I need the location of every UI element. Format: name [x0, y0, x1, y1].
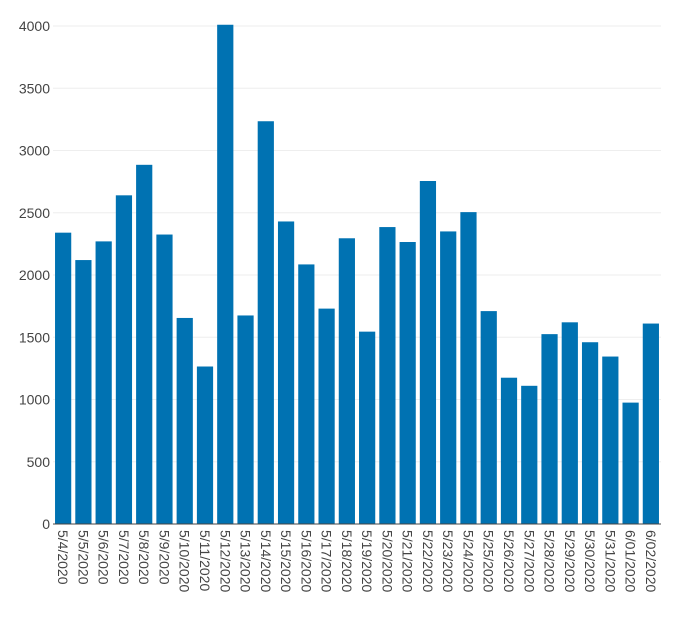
- x-tick-label: 5/17/2020: [319, 530, 335, 592]
- bar-5/10/2020[interactable]: [176, 317, 193, 524]
- bar-5/18/2020[interactable]: [338, 238, 355, 524]
- bar-5/27/2020[interactable]: [521, 385, 538, 524]
- bar-5/25/2020[interactable]: [480, 311, 497, 524]
- x-tick-label: 5/29/2020: [562, 530, 578, 592]
- bar-5/24/2020[interactable]: [460, 212, 477, 524]
- x-tick-label: 6/02/2020: [643, 530, 659, 592]
- x-tick-label: 5/8/2020: [136, 530, 152, 585]
- y-tick-label: 0: [42, 516, 50, 532]
- x-tick-label: 6/01/2020: [623, 530, 639, 592]
- x-tick-label: 5/19/2020: [359, 530, 375, 592]
- bar-5/5/2020[interactable]: [75, 260, 92, 524]
- x-tick-label: 5/12/2020: [217, 530, 233, 592]
- x-tick-label: 5/27/2020: [521, 530, 537, 592]
- x-tick-label: 5/5/2020: [75, 530, 91, 585]
- x-tick-label: 5/7/2020: [116, 530, 132, 585]
- x-tick-label: 5/22/2020: [420, 530, 436, 592]
- bar-6/02/2020[interactable]: [642, 323, 659, 524]
- bar-5/19/2020[interactable]: [359, 331, 376, 524]
- bar-5/30/2020[interactable]: [581, 342, 599, 524]
- bars: [55, 24, 659, 525]
- x-tick-label: 5/14/2020: [258, 530, 274, 592]
- x-tick-label: 5/24/2020: [460, 530, 476, 592]
- x-tick-label: 5/23/2020: [440, 530, 456, 592]
- y-tick-label: 4000: [19, 18, 50, 34]
- y-tick-label: 2000: [19, 267, 50, 283]
- bar-5/31/2020[interactable]: [602, 356, 619, 524]
- x-tick-label: 5/16/2020: [298, 530, 314, 592]
- x-tick-label: 5/13/2020: [238, 530, 254, 592]
- y-tick-label: 500: [27, 454, 51, 470]
- bar-5/11/2020[interactable]: [196, 366, 214, 524]
- y-tick-label: 3000: [19, 143, 50, 159]
- bar-5/23/2020[interactable]: [440, 231, 457, 525]
- bar-5/16/2020[interactable]: [298, 264, 315, 524]
- x-tick-label: 5/11/2020: [197, 530, 213, 591]
- bar-5/22/2020[interactable]: [419, 181, 437, 524]
- bar-5/20/2020[interactable]: [379, 227, 396, 524]
- x-tick-label: 5/25/2020: [481, 530, 497, 592]
- x-tick-label: 5/20/2020: [379, 530, 395, 592]
- bar-5/28/2020[interactable]: [541, 334, 558, 524]
- x-tick-label: 5/31/2020: [602, 530, 618, 592]
- bar-5/15/2020[interactable]: [277, 221, 295, 524]
- x-tick-label: 5/6/2020: [96, 530, 112, 585]
- x-tick-label: 5/4/2020: [55, 530, 71, 585]
- bar-5/6/2020[interactable]: [95, 241, 112, 524]
- x-tick-label: 5/28/2020: [542, 530, 558, 592]
- bar-5/9/2020[interactable]: [156, 234, 173, 524]
- bar-5/13/2020[interactable]: [237, 315, 254, 524]
- bar-5/8/2020[interactable]: [136, 164, 153, 524]
- bar-5/14/2020[interactable]: [257, 121, 274, 525]
- y-tick-label: 2500: [19, 205, 50, 221]
- x-tick-label: 5/10/2020: [177, 530, 193, 592]
- bar-6/01/2020[interactable]: [622, 402, 639, 524]
- x-axis-ticks: 5/4/2020 5/5/2020 5/6/2020 5/7/2020 5/8/2020…: [55, 530, 659, 592]
- x-tick-label: 5/21/2020: [400, 530, 416, 592]
- y-tick-label: 1000: [19, 392, 50, 408]
- x-tick-label: 5/26/2020: [501, 530, 517, 592]
- bar-5/7/2020[interactable]: [115, 195, 133, 524]
- bar-5/4/2020[interactable]: [55, 232, 72, 525]
- x-tick-label: 5/9/2020: [156, 530, 172, 585]
- x-tick-label: 5/18/2020: [339, 530, 355, 592]
- bar-5/17/2020[interactable]: [318, 308, 335, 524]
- gridlines: [53, 25, 661, 463]
- y-tick-label: 1500: [19, 329, 50, 345]
- x-tick-label: 5/30/2020: [582, 530, 598, 592]
- x-tick-label: 5/15/2020: [278, 530, 294, 592]
- bar-5/26/2020[interactable]: [500, 377, 518, 524]
- bar-5/21/2020[interactable]: [399, 242, 416, 524]
- y-axis-ticks: 0 500 1000 1500 2000 2500 3000 3500 4000: [19, 18, 50, 532]
- bar-5/12/2020[interactable]: [217, 24, 234, 524]
- y-tick-label: 3500: [19, 80, 50, 96]
- bar-5/29/2020[interactable]: [561, 322, 578, 524]
